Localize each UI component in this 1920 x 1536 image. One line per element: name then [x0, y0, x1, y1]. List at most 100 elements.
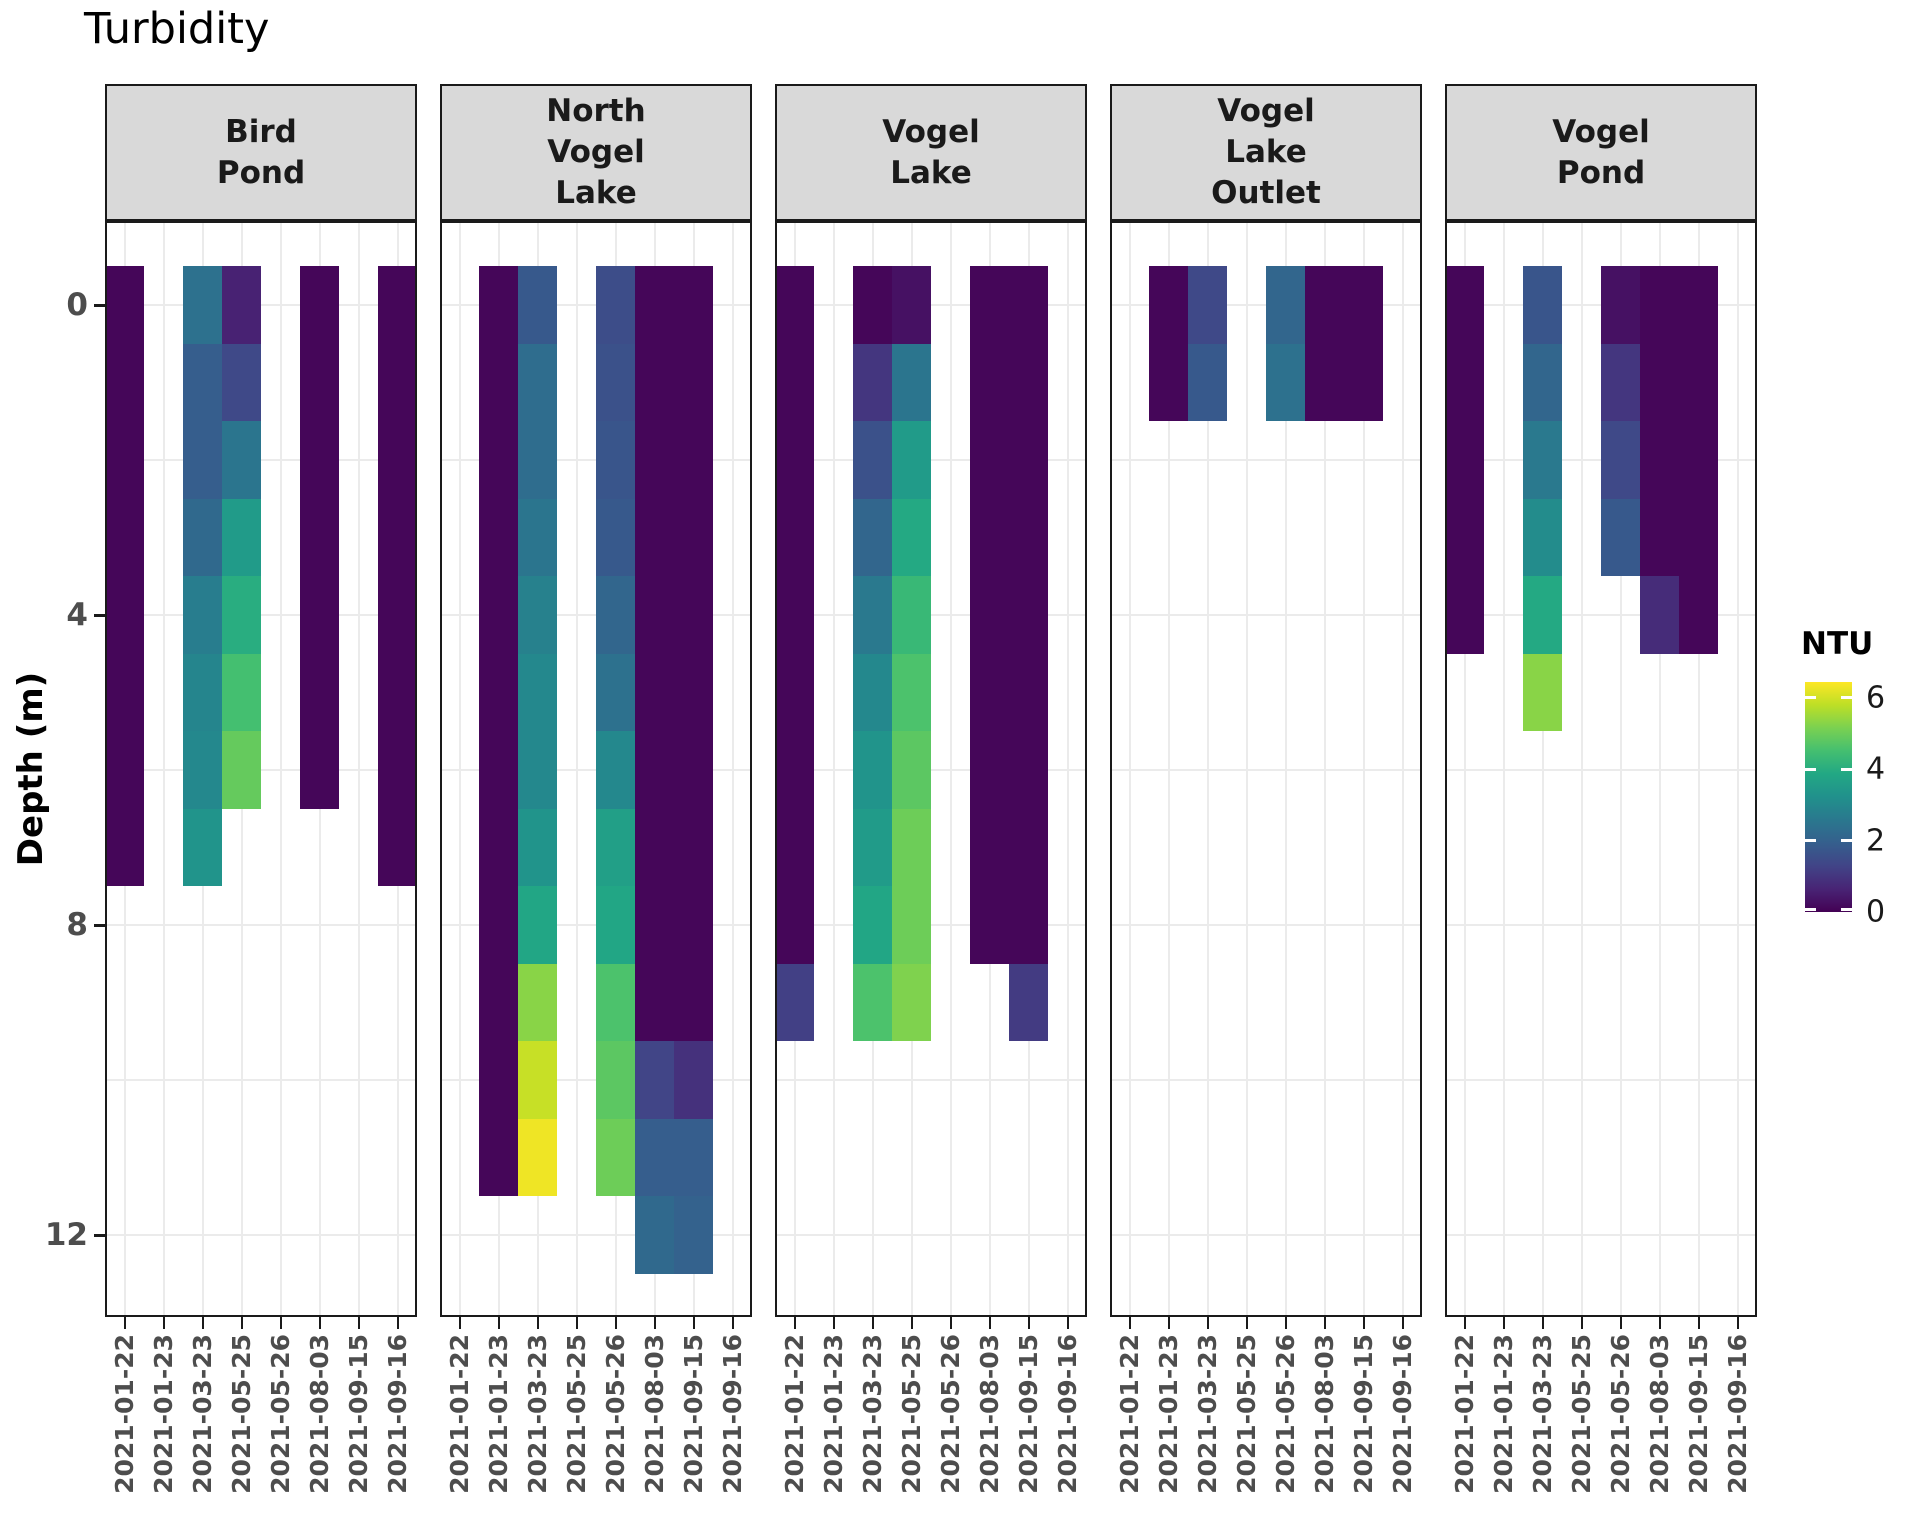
heatmap-tile: [105, 808, 144, 887]
x-axis-tick: [1736, 1317, 1739, 1329]
heatmap-tile: [674, 343, 713, 422]
gridline-horizontal: [105, 459, 417, 461]
heatmap-tile: [222, 498, 261, 577]
facet-panel-vogel-pond: [1445, 221, 1757, 1317]
heatmap-tile: [1601, 421, 1640, 499]
gridline-horizontal: [105, 924, 417, 926]
heatmap-tile: [853, 731, 892, 809]
legend-tick-label: 4: [1866, 751, 1886, 787]
heatmap-tile: [892, 653, 931, 732]
heatmap-tile: [674, 886, 713, 964]
heatmap-tile: [1188, 266, 1227, 344]
heatmap-tile: [970, 653, 1009, 732]
facet-panel-vogel-lake-outlet: [1110, 221, 1422, 1317]
heatmap-tile: [853, 498, 892, 577]
heatmap-tile: [518, 886, 557, 964]
heatmap-tile: [1640, 421, 1679, 499]
heatmap-tile: [1679, 266, 1718, 344]
gridline-horizontal: [105, 614, 417, 616]
heatmap-tile: [1266, 343, 1305, 422]
x-axis-tick: [731, 1317, 734, 1329]
x-axis-tick: [653, 1317, 656, 1329]
x-tick-label: 2021-09-15: [1013, 1334, 1043, 1494]
x-axis-tick: [162, 1317, 165, 1329]
heatmap-tile: [635, 886, 674, 964]
heatmap-tile: [1344, 343, 1383, 422]
x-tick-label: 2021-01-23: [1153, 1334, 1183, 1494]
heatmap-tile: [635, 498, 674, 577]
heatmap-tile: [892, 343, 931, 422]
gridline-horizontal: [775, 769, 1087, 771]
gridline-horizontal: [1445, 769, 1757, 771]
heatmap-tile: [378, 498, 417, 577]
heatmap-tile: [970, 421, 1009, 499]
heatmap-tile: [674, 808, 713, 887]
heatmap-tile: [378, 576, 417, 654]
x-tick-label: 2021-05-26: [935, 1334, 965, 1494]
heatmap-tile: [105, 576, 144, 654]
heatmap-tile: [596, 576, 635, 654]
x-axis-tick: [1541, 1317, 1544, 1329]
heatmap-tile: [222, 653, 261, 732]
x-tick-label: 2021-01-22: [779, 1334, 809, 1494]
legend-tick-label: 2: [1866, 823, 1886, 859]
heatmap-tile: [1009, 576, 1048, 654]
heatmap-tile: [596, 421, 635, 499]
heatmap-tile: [970, 266, 1009, 344]
heatmap-tile: [674, 963, 713, 1042]
facet-strip-label: Lake: [890, 154, 972, 191]
x-axis-tick: [201, 1317, 204, 1329]
facet-panel-north-vogel-lake: [440, 221, 752, 1317]
x-tick-label: 2021-08-03: [974, 1334, 1004, 1494]
y-axis-tick: [94, 1233, 105, 1237]
heatmap-tile: [378, 421, 417, 499]
heatmap-tile: [183, 576, 222, 654]
heatmap-tile: [674, 653, 713, 732]
facet-strip-label: Lake: [555, 175, 637, 211]
heatmap-tile: [892, 808, 931, 887]
heatmap-tile: [518, 266, 557, 344]
facet-strip-label: Pond: [216, 154, 306, 191]
heatmap-tile: [300, 266, 339, 344]
heatmap-tile: [853, 808, 892, 887]
heatmap-tile: [300, 731, 339, 809]
heatmap-tile: [183, 266, 222, 344]
x-axis-tick: [692, 1317, 695, 1329]
heatmap-tile: [518, 1041, 557, 1119]
heatmap-tile: [853, 963, 892, 1042]
x-axis-tick: [1027, 1317, 1030, 1329]
x-tick-label: 2021-01-23: [148, 1334, 178, 1494]
heatmap-tile: [674, 266, 713, 344]
heatmap-tile: [674, 1041, 713, 1119]
heatmap-tile: [674, 576, 713, 654]
x-axis-tick: [988, 1317, 991, 1329]
x-axis-tick: [1697, 1317, 1700, 1329]
heatmap-tile: [1009, 731, 1048, 809]
heatmap-tile: [892, 731, 931, 809]
x-axis-tick: [536, 1317, 539, 1329]
heatmap-tile: [479, 1041, 518, 1119]
heatmap-tile: [479, 343, 518, 422]
heatmap-tile: [1523, 343, 1562, 422]
heatmap-tile: [1523, 498, 1562, 577]
heatmap-tile: [635, 808, 674, 887]
heatmap-tile: [853, 576, 892, 654]
heatmap-tile: [1445, 498, 1484, 577]
heatmap-tile: [1009, 808, 1048, 887]
heatmap-tile: [105, 421, 144, 499]
heatmap-tile: [378, 343, 417, 422]
gridline-horizontal: [775, 1234, 1087, 1236]
x-axis-tick: [458, 1317, 461, 1329]
heatmap-tile: [518, 1118, 557, 1197]
heatmap-tile: [635, 963, 674, 1042]
heatmap-tile: [635, 653, 674, 732]
facet-strip-label: Vogel: [882, 113, 980, 150]
heatmap-tile: [1009, 498, 1048, 577]
x-axis-tick: [1502, 1317, 1505, 1329]
y-axis-tick: [94, 613, 105, 617]
facet-strip-label: Outlet: [1211, 175, 1321, 211]
heatmap-tile: [1009, 886, 1048, 964]
x-axis-tick: [1323, 1317, 1326, 1329]
heatmap-tile: [635, 1118, 674, 1197]
heatmap-tile: [1009, 963, 1048, 1042]
